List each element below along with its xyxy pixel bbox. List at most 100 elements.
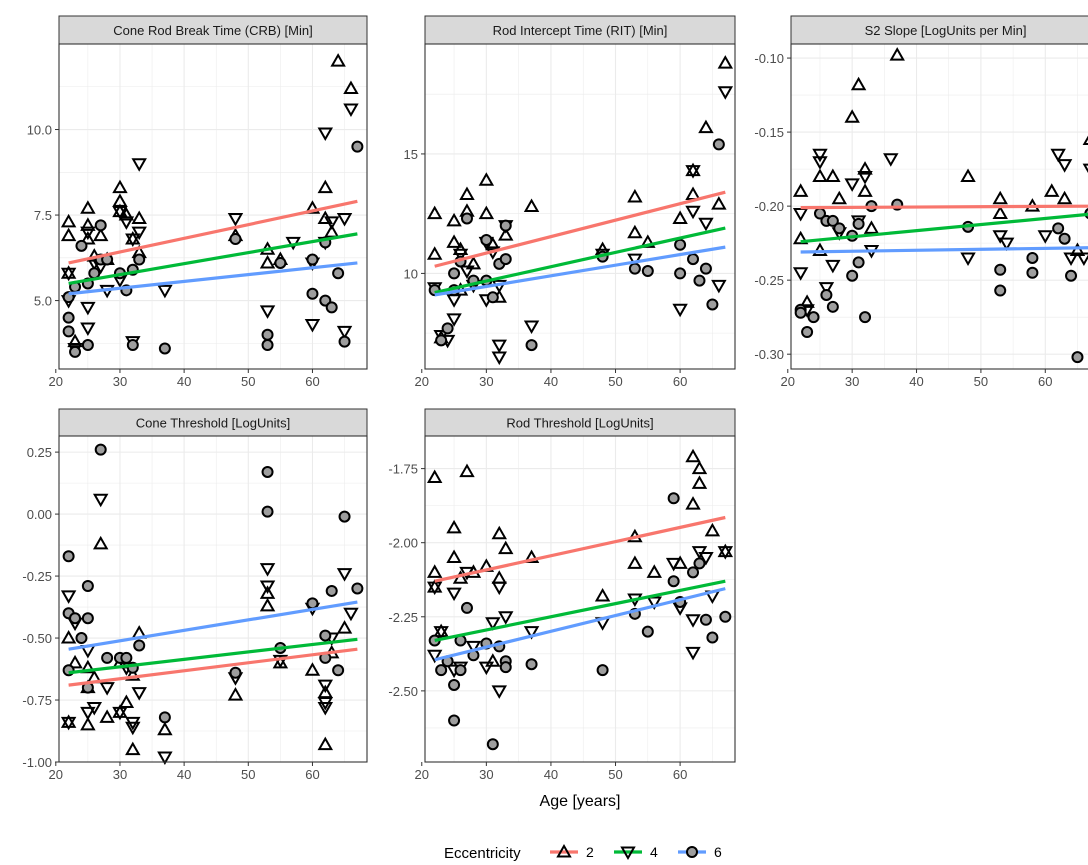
trend-lines: [434, 190, 726, 297]
data-point-ecc-2: [627, 188, 643, 203]
data-point-ecc-6: [460, 212, 473, 225]
x-tick-label: 40: [544, 374, 558, 389]
data-point-ecc-4: [452, 248, 469, 263]
data-point-ecc-2: [792, 230, 809, 245]
data-point-ecc-2: [125, 667, 141, 681]
trend-line-ecc-4: [68, 232, 358, 286]
legend-marker: [556, 843, 572, 858]
data-point-ecc-4: [304, 319, 321, 333]
data-point-ecc-2: [478, 205, 495, 220]
y-tick-label: -0.20: [754, 199, 784, 214]
data-point-ecc-2: [304, 662, 321, 676]
data-point-ecc-6: [820, 288, 833, 301]
data-point-ecc-6: [712, 138, 725, 151]
data-point-ecc-4: [118, 216, 135, 230]
data-point-ecc-2: [317, 179, 334, 194]
data-point-ecc-4: [478, 661, 495, 676]
y-tick-label: -2.25: [388, 610, 418, 625]
data-point-ecc-6: [674, 267, 687, 280]
data-point-ecc-4: [998, 237, 1015, 252]
data-point-ecc-2: [80, 200, 96, 214]
data-point-ecc-2: [112, 179, 128, 194]
y-tick-label: -0.25: [22, 569, 52, 584]
data-point-ecc-4: [227, 212, 244, 227]
data-point-ecc-6: [596, 664, 609, 677]
data-point-ecc-6: [158, 711, 171, 724]
data-point-ecc-6: [62, 311, 75, 324]
facet-panels: Cone Rod Break Time (CRB) [Min] 20 30 40 50 6…: [22, 15, 1088, 782]
data-point-ecc-6: [994, 284, 1007, 297]
data-point-ecc-4: [112, 206, 128, 220]
trend-line-ecc-6: [68, 261, 358, 296]
data-point-ecc-6: [88, 267, 101, 280]
y-tick-label: -0.75: [22, 693, 52, 708]
data-point-ecc-6: [306, 597, 319, 610]
y-tick-label: 7.5: [34, 208, 52, 223]
data-point-ecc-2: [498, 540, 514, 555]
data-point-ecc-4: [323, 216, 340, 230]
data-point-ecc-4: [812, 156, 828, 170]
data-point-ecc-6: [62, 325, 75, 338]
data-point-ecc-4: [498, 611, 514, 625]
trend-line-ecc-4: [800, 212, 1088, 244]
data-point-ecc-6: [706, 298, 719, 311]
data-point-ecc-6: [81, 339, 94, 352]
y-tick-label: -1.00: [22, 755, 52, 770]
data-point-ecc-2: [889, 47, 905, 61]
data-point-ecc-2: [125, 741, 141, 756]
data-point-ecc-4: [426, 649, 443, 664]
data-point-ecc-6: [306, 253, 319, 266]
data-point-ecc-2: [227, 687, 244, 701]
data-point-ecc-6: [319, 629, 332, 642]
data-point-ecc-4: [857, 171, 873, 185]
data-point-ecc-2: [80, 217, 96, 231]
data-point-ecc-6: [826, 300, 839, 313]
data-point-ecc-2: [627, 555, 643, 569]
data-point-ecc-4: [627, 253, 643, 268]
data-point-ecc-2: [67, 654, 83, 669]
y-tick-label: 0.00: [27, 507, 52, 522]
data-point-ecc-4: [259, 563, 276, 577]
data-point-ecc-4: [131, 687, 147, 701]
data-point-ecc-4: [491, 685, 507, 699]
legend-key-ecc-6: [678, 846, 706, 858]
data-point-ecc-4: [485, 617, 501, 631]
trend-line-ecc-4: [68, 637, 358, 675]
data-point-ecc-4: [523, 626, 540, 640]
data-point-ecc-6: [120, 651, 133, 664]
x-tick-label: 30: [113, 767, 127, 782]
trend-line-ecc-6: [68, 600, 358, 651]
facet-title: Rod Threshold [LogUnits]: [506, 416, 653, 431]
legend-label: 6: [714, 844, 722, 860]
data-point-ecc-2: [80, 659, 96, 674]
data-point-ecc-4: [792, 208, 809, 222]
data-point-ecc-6: [81, 612, 94, 625]
data-point-ecc-6: [499, 253, 512, 266]
data-point-ecc-6: [699, 262, 712, 275]
data-point-ecc-6: [69, 345, 82, 358]
data-point-ecc-2: [992, 190, 1008, 205]
data-point-ecc-4: [1063, 252, 1079, 266]
x-tick-label: 30: [479, 374, 493, 389]
data-point-ecc-4: [672, 303, 688, 318]
data-point-ecc-2: [491, 525, 507, 540]
data-point-ecc-4: [685, 165, 701, 179]
facet-panel: Rod Threshold [LogUnits] 20 30 40 50 60 -2.50 -…: [388, 408, 736, 782]
data-point-ecc-2: [80, 716, 96, 731]
y-tick-label: -0.50: [22, 631, 52, 646]
data-point-ecc-6: [332, 664, 345, 677]
data-point-ecc-6: [261, 339, 274, 352]
facet-panel: Cone Rod Break Time (CRB) [Min] 20 30 40 50 6…: [27, 15, 368, 389]
data-point-ecc-2: [831, 190, 848, 205]
y-tick-label: -0.25: [754, 273, 784, 288]
x-axis-title: Age [years]: [540, 793, 621, 810]
data-point-ecc-6: [699, 613, 712, 626]
x-tick-label: 40: [177, 767, 191, 782]
data-point-ecc-6: [306, 287, 319, 300]
data-point-ecc-4: [317, 697, 334, 711]
data-point-ecc-4: [825, 259, 841, 274]
data-point-ecc-6: [94, 443, 107, 456]
data-point-ecc-4: [446, 313, 462, 327]
data-point-ecc-6: [687, 566, 700, 579]
data-point-ecc-2: [691, 460, 708, 475]
